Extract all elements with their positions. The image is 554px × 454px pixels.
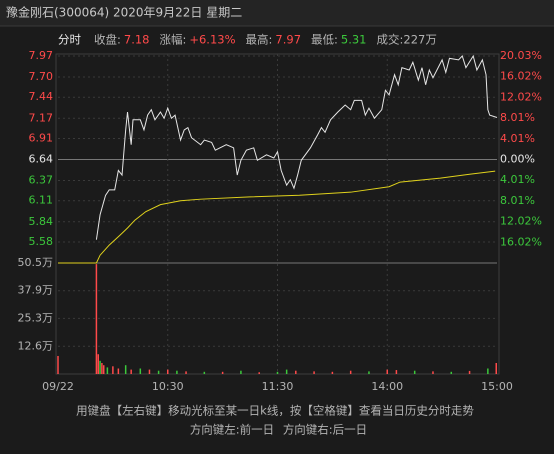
y2-tick-label: 4.01%	[500, 173, 535, 186]
volume-tick-label: 25.3万	[18, 311, 54, 324]
price-line	[58, 170, 496, 264]
volume-bar	[258, 372, 260, 374]
y-tick-label: 5.84	[29, 215, 54, 228]
hint-right: 方向键右:后一日	[283, 423, 367, 437]
volume-bar	[117, 368, 120, 374]
volume-bar	[313, 371, 315, 374]
volume-tick-label: 12.6万	[18, 339, 54, 352]
volume-bar	[450, 371, 453, 374]
volume-bar	[124, 365, 127, 374]
hint-left: 方向键左:前一日	[190, 423, 274, 437]
stat-value: 7.97	[275, 33, 301, 47]
volume-bar	[130, 369, 132, 374]
y-tick-label: 5.58	[29, 235, 54, 248]
x-tick-label: 11:30	[262, 380, 294, 393]
volume-bar	[276, 371, 279, 374]
x-tick-label: 10:30	[152, 380, 184, 393]
stat-label: 最高:	[246, 33, 273, 47]
volume-bar	[57, 355, 59, 374]
x-tick-label: 14:00	[371, 380, 403, 393]
stat-label: 涨幅:	[159, 33, 186, 47]
volume-bar	[349, 370, 352, 374]
y-tick-label: 7.97	[29, 49, 54, 62]
y2-tick-label: 12.02%	[500, 215, 542, 228]
y2-tick-label: 12.02%	[500, 90, 542, 103]
volume-tick-label: 50.5万	[18, 256, 54, 269]
x-tick-label: 15:00	[481, 380, 513, 393]
volume-bar	[413, 370, 416, 374]
volume-bar	[285, 369, 288, 374]
y-tick-label: 6.37	[29, 174, 54, 187]
volume-bar	[112, 366, 114, 374]
y2-tick-label: 4.01%	[500, 132, 535, 145]
volume-bar	[395, 370, 398, 374]
stat-value: 7.18	[124, 33, 150, 47]
stat-label: 分时	[58, 33, 81, 47]
y-tick-label: 7.44	[29, 90, 54, 103]
volume-bar	[386, 369, 388, 374]
volume-bar	[487, 368, 489, 374]
price-line	[95, 54, 498, 240]
stat-value: +6.13%	[189, 33, 235, 47]
y-tick-label: 6.91	[29, 131, 54, 144]
y2-tick-label: 8.01%	[500, 194, 535, 207]
volume-bar	[157, 370, 160, 374]
y2-tick-label: 20.03%	[500, 49, 542, 62]
title-bar	[0, 0, 554, 26]
y2-tick-label: 16.02%	[500, 70, 542, 83]
volume-bar	[148, 369, 151, 374]
volume-bar	[295, 370, 297, 374]
volume-bar	[221, 371, 224, 374]
y-tick-label: 6.11	[29, 194, 54, 207]
volume-bar	[176, 370, 178, 374]
volume-bar	[432, 371, 434, 374]
volume-bar	[102, 365, 105, 374]
y-tick-label: 6.64	[29, 153, 54, 166]
y-tick-label: 7.70	[29, 70, 54, 83]
volume-bar	[106, 367, 109, 374]
volume-bar	[95, 264, 98, 374]
y-tick-label: 7.17	[29, 111, 54, 124]
volume-tick-label: 37.9万	[18, 284, 54, 297]
chart-title: 豫金刚石(300064) 2020年9月22日 星期二	[6, 5, 242, 20]
volume-bar	[99, 360, 101, 374]
volume-bar	[97, 354, 99, 374]
stat-label: 收盘:	[94, 33, 121, 47]
stat-label: 最低:	[311, 33, 338, 47]
x-tick-label: 09/22	[42, 380, 74, 393]
volume-bar	[167, 369, 169, 374]
stat-label: 成交:227万	[377, 33, 437, 47]
volume-bar	[203, 371, 206, 374]
hint-text: 用键盘【左右键】移动光标至某一日k线，按【空格键】查看当日历史分时走势	[76, 404, 474, 418]
volume-bar	[139, 368, 142, 374]
y2-tick-label: 8.01%	[500, 111, 535, 124]
y2-tick-label: 16.02%	[500, 235, 542, 248]
stat-value: 5.31	[341, 33, 367, 47]
volume-bar	[495, 363, 497, 374]
volume-bar	[368, 371, 370, 374]
volume-bar	[101, 363, 103, 374]
y2-tick-label: 0.00%	[500, 153, 535, 166]
volume-bar	[185, 371, 187, 374]
volume-bar	[468, 370, 471, 374]
volume-bar	[331, 371, 334, 374]
volume-bar	[240, 370, 242, 374]
